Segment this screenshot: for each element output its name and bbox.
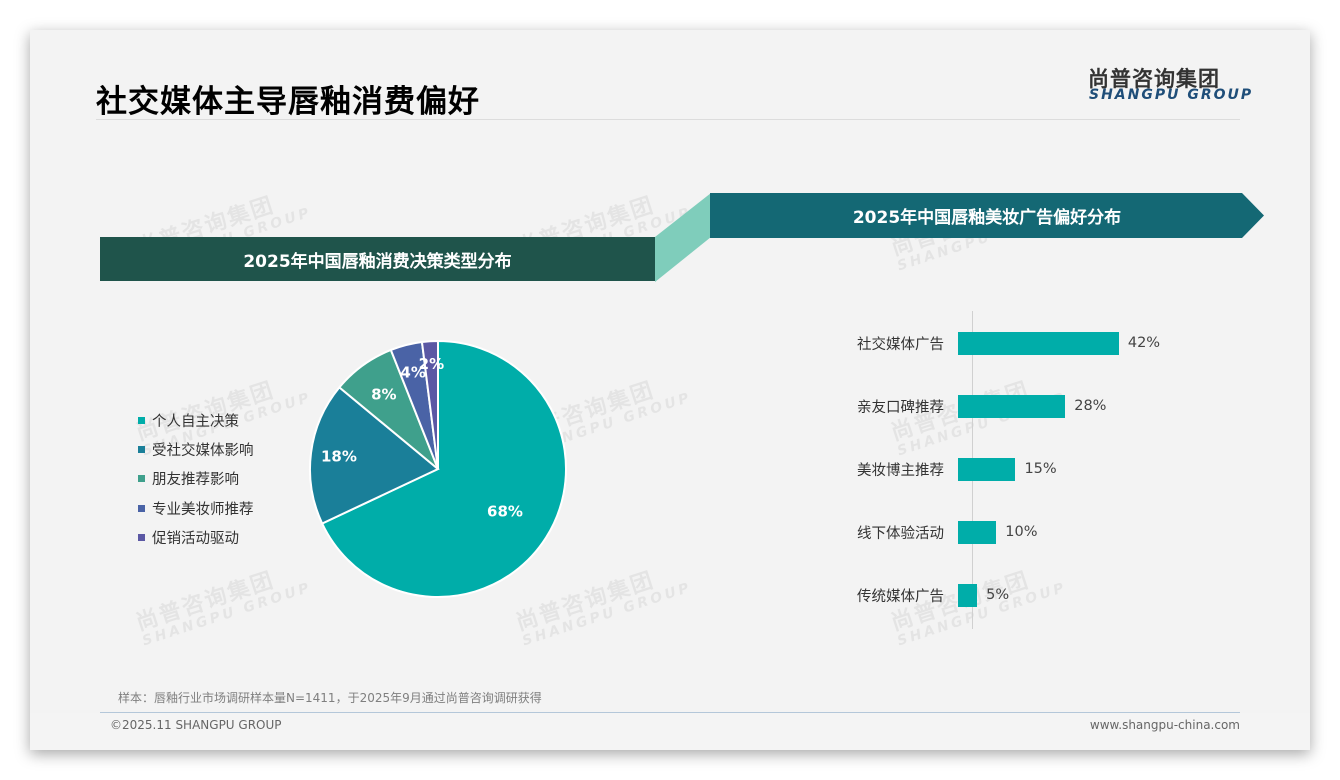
left-chart-title: 2025年中国唇釉消费决策类型分布 — [243, 251, 512, 272]
bar-label: 社交媒体广告 — [857, 336, 944, 353]
bar-value: 15% — [1024, 461, 1057, 477]
pie-slice — [420, 339, 439, 470]
bar — [958, 331, 1119, 355]
bar — [958, 457, 1016, 481]
bar-row: 美妆博主推荐 15% — [830, 457, 1057, 481]
legend-item: 个人自主决策 — [138, 406, 254, 435]
bar-row: 社交媒体广告 42% — [830, 331, 1160, 355]
footer-band — [30, 713, 1310, 750]
banner-connector — [655, 193, 711, 282]
bar-label: 传统媒体广告 — [857, 588, 944, 605]
pie-slice-label: 2% — [419, 355, 444, 373]
right-chart-title: 2025年中国唇釉美妆广告偏好分布 — [852, 208, 1122, 228]
page-title: 社交媒体主导唇釉消费偏好 — [96, 84, 480, 120]
sample-note: 样本：唇釉行业市场调研样本量N=1411，于2025年9月通过尚普咨询调研获得 — [118, 691, 542, 705]
bar-row: 线下体验活动 10% — [830, 520, 1038, 544]
bar-row: 传统媒体广告 5% — [830, 583, 1009, 607]
legend-item: 受社交媒体影响 — [138, 435, 254, 464]
legend-item: 促销活动驱动 — [138, 523, 254, 552]
title-divider — [96, 119, 1240, 120]
decision-type-pie-chart: 68% 18% 8%4%2% — [309, 339, 567, 598]
bar — [958, 394, 1066, 418]
bar — [958, 583, 978, 607]
logo-text-en: SHANGPU GROUP — [1089, 87, 1254, 103]
legend-swatch-icon — [138, 475, 145, 483]
legend-item: 专业美妆师推荐 — [138, 494, 254, 523]
legend-swatch-icon — [138, 417, 145, 425]
bar-value: 42% — [1127, 335, 1161, 351]
pie-slice-label: 18% — [321, 447, 357, 465]
footer-divider — [100, 712, 1240, 713]
pie-slice — [309, 386, 440, 525]
legend-swatch-icon — [138, 504, 145, 512]
bar-value: 10% — [1005, 524, 1038, 540]
legend-swatch-icon — [138, 446, 145, 454]
pie-legend: 个人自主决策 受社交媒体影响 朋友推荐影响 专业美妆师推荐 促销活动驱动 — [138, 406, 254, 552]
right-chart-banner: 2025年中国唇釉美妆广告偏好分布 — [710, 193, 1264, 238]
website-link[interactable]: www.shangpu-china.com — [1089, 718, 1240, 732]
pie-slice-label: 8% — [371, 385, 396, 403]
logo-text-cn: 尚普咨询集团 — [1088, 67, 1220, 91]
bar-value: 28% — [1074, 398, 1107, 414]
legend-swatch-icon — [138, 533, 145, 541]
legend-item: 朋友推荐影响 — [138, 464, 254, 493]
bar-label: 美妆博主推荐 — [857, 462, 944, 479]
bar-label: 亲友口碑推荐 — [857, 399, 944, 416]
left-chart-banner: 2025年中国唇釉消费决策类型分布 — [100, 237, 655, 281]
bar-row: 亲友口碑推荐 28% — [830, 394, 1106, 418]
bar — [958, 520, 997, 544]
bar-value: 5% — [986, 587, 1010, 603]
bar-label: 线下体验活动 — [857, 525, 944, 542]
pie-slice-label: 68% — [487, 503, 523, 521]
pie-slice — [320, 339, 567, 598]
copyright: ©2025.11 SHANGPU GROUP — [110, 718, 282, 732]
pie-slice-label: 4% — [400, 363, 425, 381]
